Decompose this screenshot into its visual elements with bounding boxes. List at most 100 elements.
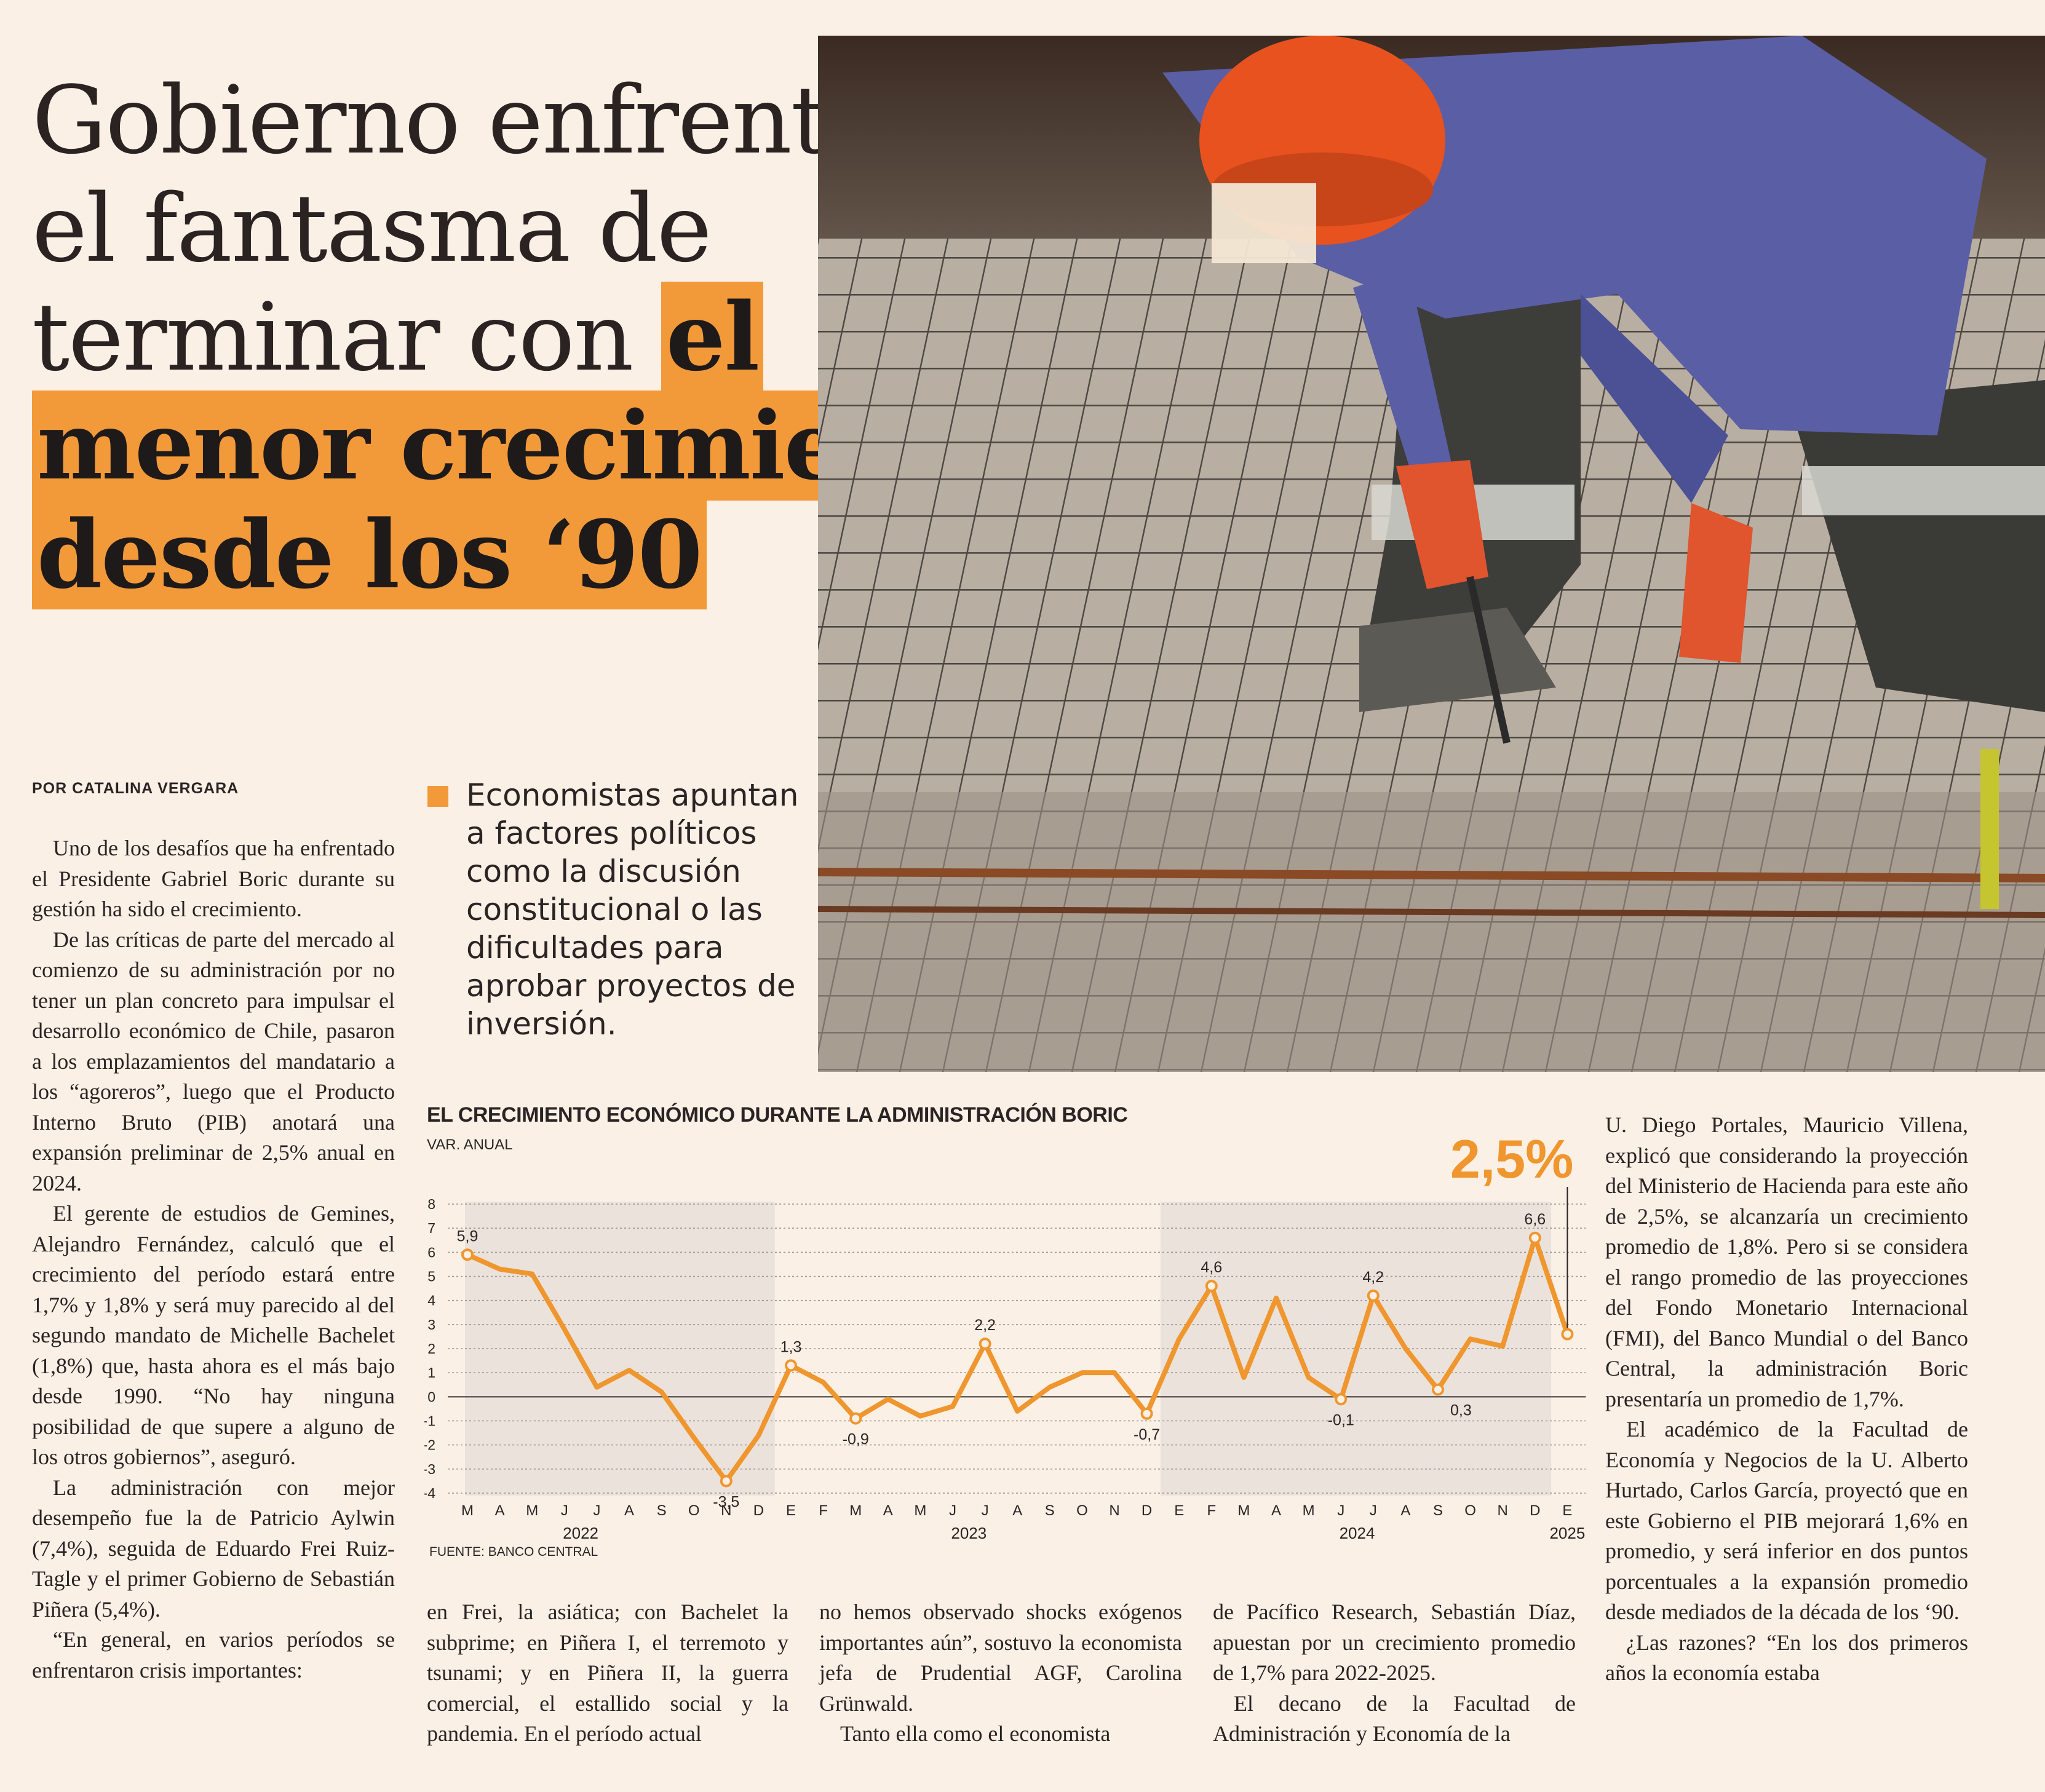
chart-series-line [465, 1235, 1570, 1484]
headline-line-5: desde los ‘90 [32, 499, 991, 609]
chart-x-tick-label: M [526, 1502, 538, 1519]
chart-year-label: 2024 [1340, 1524, 1375, 1542]
paragraph: ¿Las razones? “En los dos primeros años … [1605, 1630, 1968, 1686]
chart-year-label: 2025 [1549, 1524, 1585, 1542]
chart-x-tick-label: N [1498, 1502, 1508, 1519]
chart-x-tick-label: A [1271, 1502, 1281, 1519]
chart-x-tick-label: N [721, 1502, 731, 1519]
body-column-1: Uno de los desafíos que ha enfrentado el… [32, 833, 395, 1686]
chart-data-point [1432, 1383, 1444, 1396]
body-column-5: U. Diego Portales, Mauricio Villena, exp… [1605, 1110, 1968, 1689]
chart-x-tick-label: F [819, 1502, 828, 1519]
chart-y-tick-label: -2 [424, 1437, 435, 1453]
chart-x-tick-label: S [1433, 1502, 1443, 1519]
chart-x-tick-label: D [1142, 1502, 1152, 1519]
chart-x-tick-label: S [1045, 1502, 1055, 1519]
paragraph: El académico de la Facultad de Economía … [1605, 1417, 1968, 1624]
paragraph: El gerente de estudios de Gemines, Aleja… [32, 1201, 395, 1469]
chart-data-label: 4,6 [1201, 1259, 1222, 1276]
paragraph: de Pacífico Research, Sebastián Díaz, ap… [1213, 1600, 1576, 1685]
pullquote-marker [427, 786, 448, 807]
chart-data-point [979, 1338, 991, 1350]
chart-x-tick-label: M [1237, 1502, 1250, 1519]
chart-y-tick-label: 5 [427, 1269, 435, 1285]
chart-shaded-band [465, 1202, 775, 1496]
paragraph: en Frei, la asiática; con Bachelet la su… [427, 1600, 788, 1746]
chart-data-label: -0,9 [843, 1431, 869, 1448]
chart-x-tick-label: O [1464, 1502, 1476, 1519]
chart-x-tick-label: M [914, 1502, 926, 1519]
chart-y-tick-label: 4 [427, 1293, 435, 1309]
headline-line-5-highlight: desde los ‘90 [32, 499, 707, 609]
chart-data-label: 2,2 [974, 1317, 996, 1334]
chart-x-tick-label: J [1370, 1502, 1377, 1519]
headline-line-3-plain: terminar con [32, 283, 661, 392]
paragraph: De las críticas de parte del mercado al … [32, 927, 395, 1195]
chart-data-label: 0,3 [1450, 1402, 1472, 1419]
chart-data-label: -0,7 [1134, 1426, 1160, 1443]
chart-x-tick-label: E [1174, 1502, 1184, 1519]
chart-x-tick-label: J [982, 1502, 989, 1519]
chart-x-tick-label: J [1337, 1502, 1344, 1519]
chart-x-tick-label: F [1207, 1502, 1216, 1519]
headline-line-3: terminar con el [32, 282, 991, 392]
chart-x-tick-label: M [849, 1502, 862, 1519]
chart-y-tick-label: 7 [427, 1220, 435, 1236]
body-column-2: en Frei, la asiática; con Bachelet la su… [427, 1597, 788, 1750]
chart-x-tick-label: S [657, 1502, 667, 1519]
byline: POR CATALINA VERGARA [32, 780, 239, 797]
chart-x-tick-label: A [495, 1502, 505, 1519]
chart-x-tick-label: A [1400, 1502, 1410, 1519]
chart-data-label: -0,1 [1328, 1411, 1354, 1429]
chart-x-tick-label: M [461, 1502, 474, 1519]
paragraph: no hemos observado shocks exógenos impor… [819, 1600, 1182, 1716]
chart-data-point [1367, 1289, 1380, 1302]
chart-data-label: 5,9 [457, 1227, 478, 1245]
headline-line-3-highlight: el [661, 282, 764, 392]
chart-x-tick-label: E [1562, 1502, 1572, 1519]
chart-data-label: 6,6 [1524, 1211, 1546, 1228]
headline-line-2: el fantasma de [32, 174, 712, 283]
chart-data-point [461, 1248, 474, 1261]
chart-year-label: 2023 [951, 1524, 987, 1542]
chart-x-tick-label: E [786, 1502, 796, 1519]
chart-x-tick-label: N [1109, 1502, 1119, 1519]
chart-x-tick-label: M [1303, 1502, 1315, 1519]
chart-y-tick-label: 2 [427, 1341, 435, 1357]
chart-x-tick-label: J [593, 1502, 600, 1519]
chart-highlight-value: 2,5% [1450, 1128, 1574, 1189]
chart-data-point [1528, 1231, 1541, 1244]
chart-data-point [720, 1475, 733, 1488]
chart-data-point [1335, 1393, 1348, 1406]
paragraph: U. Diego Portales, Mauricio Villena, exp… [1605, 1112, 1968, 1411]
chart-data-point [1140, 1407, 1153, 1420]
chart-y-tick-label: 8 [427, 1196, 435, 1212]
chart-y-tick-label: -1 [424, 1413, 435, 1429]
chart-data-label: 1,3 [780, 1338, 802, 1355]
chart-x-tick-label: D [753, 1502, 764, 1519]
pullquote: Economistas apuntan a factores políticos… [466, 777, 799, 1042]
chart-y-tick-label: 0 [427, 1389, 435, 1405]
chart-source: FUENTE: BANCO CENTRAL [429, 1545, 598, 1559]
paragraph: Tanto ella como el economista [840, 1721, 1111, 1746]
chart-y-tick-label: 3 [427, 1317, 435, 1333]
paragraph: El decano de la Facultad de Administraci… [1213, 1691, 1576, 1746]
chart-subtitle: VAR. ANUAL [427, 1136, 513, 1153]
chart-y-tick-label: 6 [427, 1244, 435, 1260]
chart-x-tick-label: J [949, 1502, 956, 1519]
headline-line-1: Gobierno enfrenta [32, 66, 883, 175]
chart-y-tick-label: 1 [427, 1365, 435, 1381]
chart-year-label: 2022 [563, 1524, 598, 1542]
chart-x-tick-label: O [1076, 1502, 1088, 1519]
chart-data-point [849, 1412, 862, 1425]
body-column-3: no hemos observado shocks exógenos impor… [819, 1597, 1182, 1750]
chart-title: EL CRECIMIENTO ECONÓMICO DURANTE LA ADMI… [427, 1103, 1128, 1127]
body-column-4: de Pacífico Research, Sebastián Díaz, ap… [1213, 1597, 1576, 1750]
chart-x-tick-label: O [688, 1502, 700, 1519]
chart-x-tick-label: A [624, 1502, 634, 1519]
chart-x-tick-label: A [883, 1502, 893, 1519]
chart-x-tick-label: D [1530, 1502, 1540, 1519]
chart-x-tick-label: J [561, 1502, 568, 1519]
chart-data-point [785, 1359, 797, 1372]
chart-data-point [1205, 1280, 1218, 1293]
